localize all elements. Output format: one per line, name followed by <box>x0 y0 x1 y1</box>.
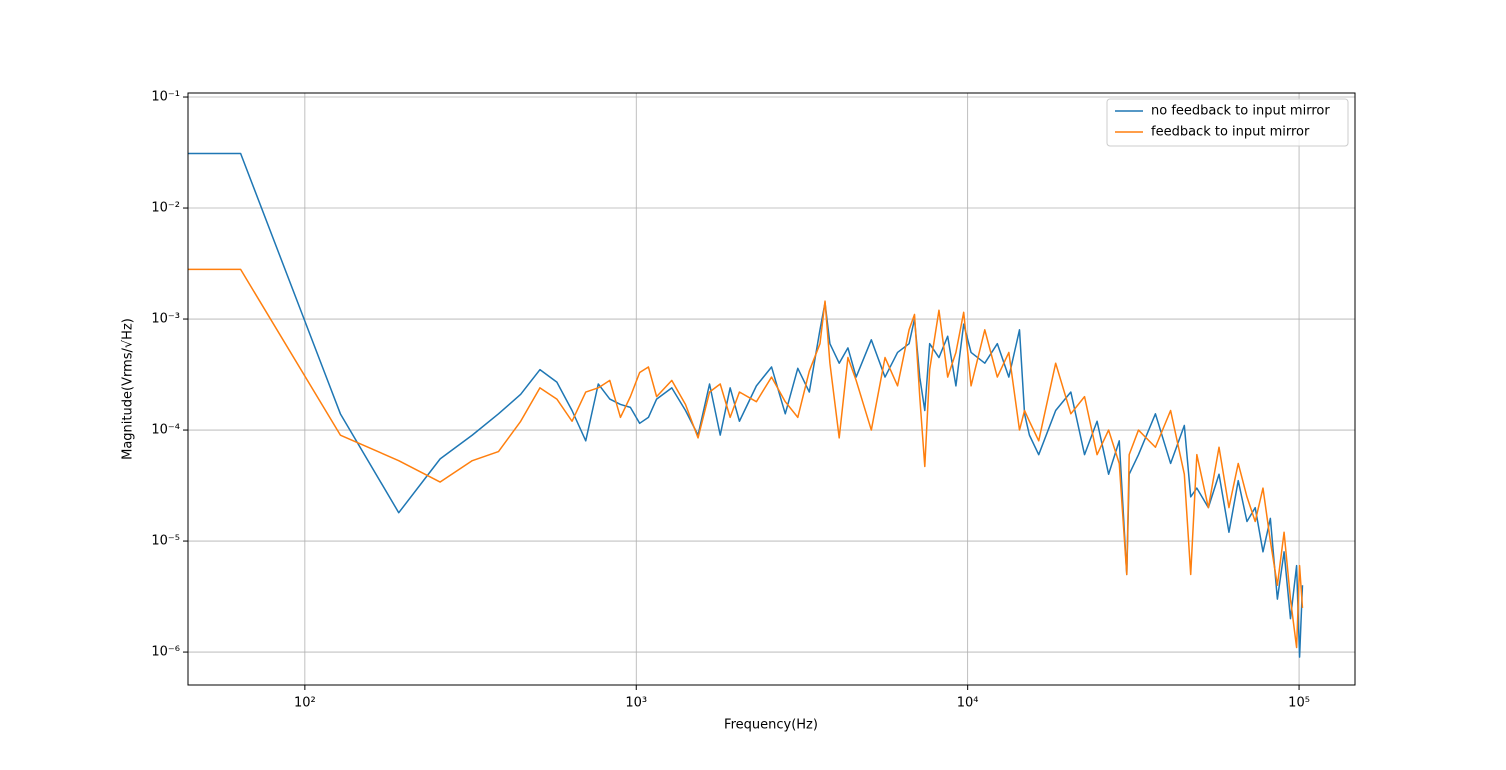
axes-frame <box>187 92 1356 686</box>
x-tick-label: 10⁴ <box>957 696 979 711</box>
legend-label: feedback to input mirror <box>1151 125 1310 140</box>
y-axis-label: Magnitude(Vrms/√Hz) <box>121 318 136 460</box>
y-tick-label: 10⁻³ <box>151 312 180 327</box>
legend-label: no feedback to input mirror <box>1151 104 1330 119</box>
series-line <box>188 152 1304 658</box>
y-tick-label: 10⁻² <box>151 201 180 216</box>
legend-box <box>1106 98 1349 147</box>
x-tick-label: 10² <box>294 696 316 711</box>
legend: no feedback to input mirror feedback to i… <box>1106 98 1349 147</box>
plot-area <box>188 93 1355 685</box>
y-tick-label: 10⁻⁴ <box>151 423 180 438</box>
x-axis-label: Frequency(Hz) <box>724 718 818 733</box>
series-line <box>188 268 1304 649</box>
grid <box>188 93 1355 685</box>
y-tick-label: 10⁻¹ <box>151 90 180 105</box>
x-tick-label: 10³ <box>625 696 647 711</box>
y-tick-label: 10⁻⁵ <box>151 534 180 549</box>
ticks: 10² 10³ 10⁴ 10⁵ 10⁻⁶ 10⁻⁵ 10⁻⁴ 10⁻³ 10⁻² 10⁻¹ <box>151 90 1310 711</box>
x-tick-label: 10⁵ <box>1288 696 1310 711</box>
y-tick-label: 10⁻⁶ <box>151 645 180 660</box>
lines <box>188 152 1304 658</box>
